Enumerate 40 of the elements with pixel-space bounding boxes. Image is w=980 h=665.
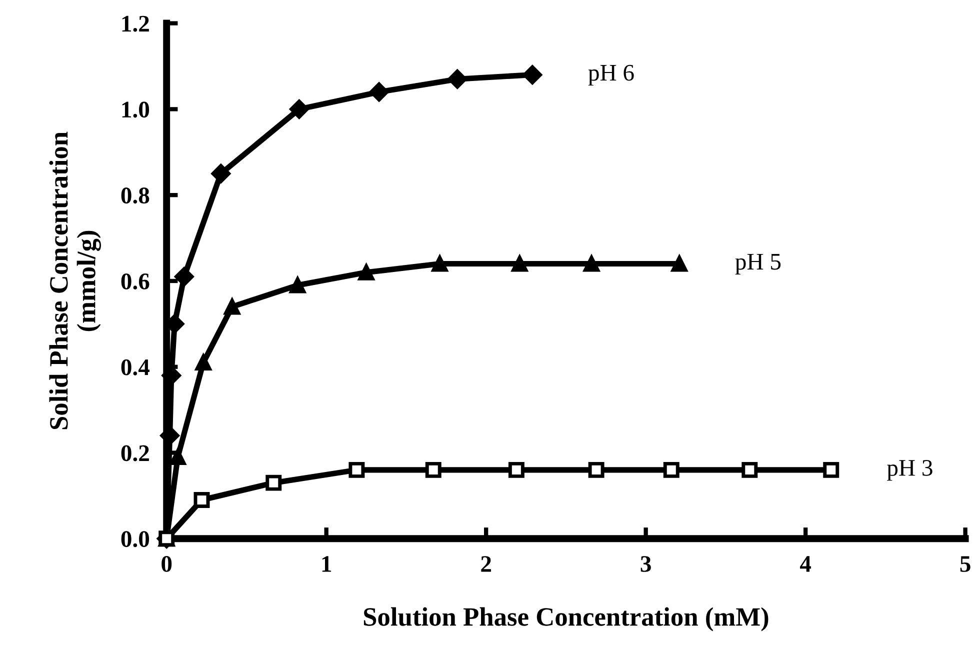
point [211, 164, 231, 184]
x-tick-label: 0 [162, 556, 172, 572]
y-tick-label: 0.0 [121, 531, 150, 548]
x-tick-label: 1 [322, 556, 332, 572]
y-tick-label: 0.6 [121, 273, 150, 290]
y-tick-label: 1.2 [122, 16, 149, 32]
y-tick-label: 1.0 [122, 102, 150, 118]
point [448, 70, 467, 89]
point [742, 462, 758, 478]
point [369, 82, 389, 102]
point [522, 65, 542, 84]
x-tick-label: 3 [640, 556, 651, 572]
point [348, 462, 365, 478]
text: pH 6 [588, 64, 634, 86]
point [432, 256, 448, 272]
point [290, 277, 306, 294]
x-tick-label: 2 [481, 556, 491, 572]
point [224, 298, 240, 315]
point [358, 264, 374, 280]
point [290, 100, 309, 119]
point [663, 462, 680, 478]
point [425, 462, 442, 478]
point [584, 256, 600, 272]
point [508, 462, 524, 478]
text: pH 3 [887, 460, 932, 481]
x-tick-label: 5 [960, 556, 970, 572]
y-tick-label: 0.4 [121, 359, 150, 376]
point [823, 462, 840, 478]
y-axis-title: Solid Phase Concentration (mmol/g) [49, 132, 101, 430]
y-tick-label: 0.2 [121, 445, 149, 462]
text: pH 5 [735, 254, 781, 274]
point [266, 474, 282, 491]
y-tick-label: 0.8 [121, 188, 150, 204]
x-axis-title: Solution Phase Concentration (mM) [364, 607, 768, 632]
point [174, 267, 194, 286]
x-tick-label: 4 [800, 556, 812, 572]
point [671, 256, 688, 272]
point [194, 492, 210, 508]
point [588, 462, 604, 478]
point [512, 256, 528, 272]
